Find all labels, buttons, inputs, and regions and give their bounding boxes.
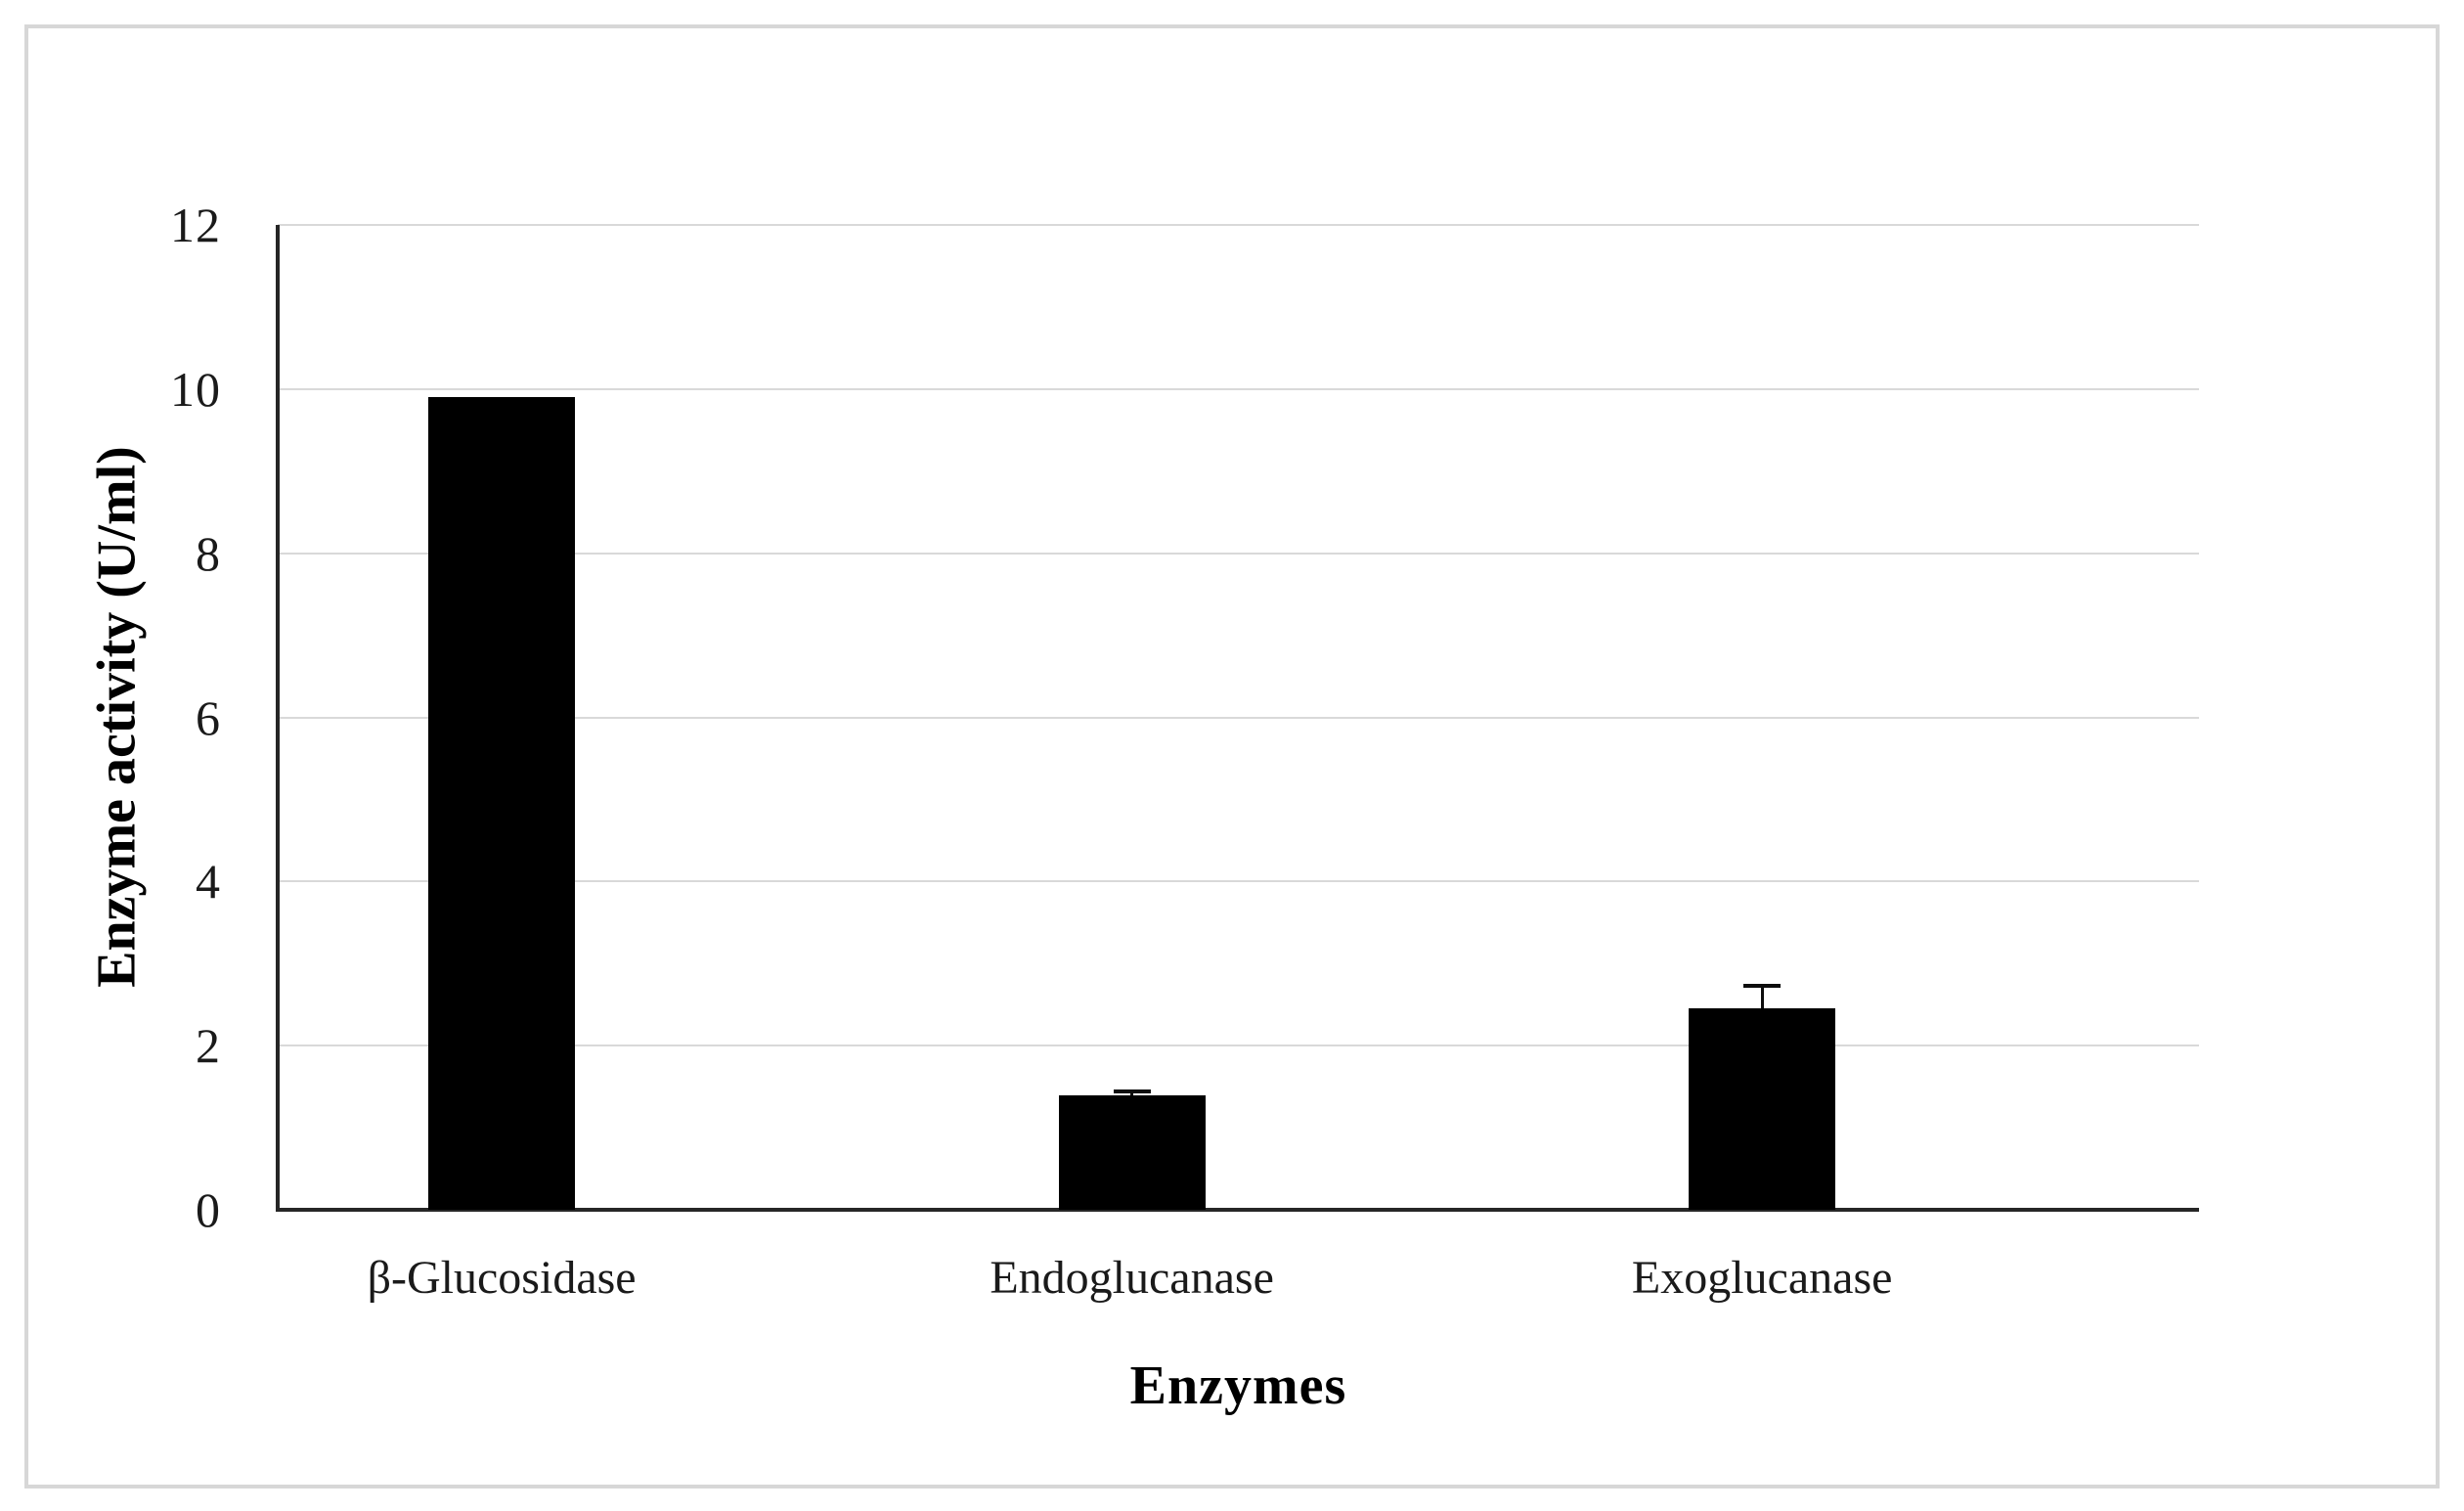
category-label-1: Endoglucanase: [990, 1252, 1274, 1304]
plot-area: [276, 224, 2199, 1212]
chart-frame: Enzyme activity (U/ml) Enzymes 0 2 4 6 8 10 12…: [24, 24, 2440, 1489]
bar-2: [1689, 1008, 1836, 1210]
gridline-y-10: [278, 387, 2199, 390]
y-tick-label-2: 2: [196, 1018, 221, 1074]
category-label-2: Exoglucanase: [1631, 1252, 1893, 1304]
error-bar-cap-1: [1113, 1089, 1151, 1093]
y-tick-label-8: 8: [196, 525, 221, 581]
x-axis-line: [276, 1208, 2199, 1212]
y-tick-label-12: 12: [170, 198, 221, 252]
y-tick-label-0: 0: [196, 1182, 221, 1237]
error-bar-cap-2: [1743, 984, 1782, 989]
gridline-y-12: [278, 224, 2199, 226]
gridline-y-6: [278, 716, 2199, 719]
gridline-y-8: [278, 552, 2199, 555]
y-tick-label-10: 10: [170, 361, 221, 417]
y-axis-line: [276, 225, 280, 1210]
gridline-y-2: [278, 1044, 2199, 1047]
x-axis-title: Enzymes: [1129, 1355, 1347, 1416]
bar-1: [1058, 1094, 1206, 1210]
category-label-0: β-Glucosidase: [367, 1252, 637, 1304]
gridline-y-4: [278, 880, 2199, 883]
y-tick-label-4: 4: [196, 854, 221, 910]
y-tick-label-6: 6: [196, 689, 221, 745]
bar-0: [428, 397, 576, 1210]
error-bar-line-2: [1760, 984, 1764, 1009]
